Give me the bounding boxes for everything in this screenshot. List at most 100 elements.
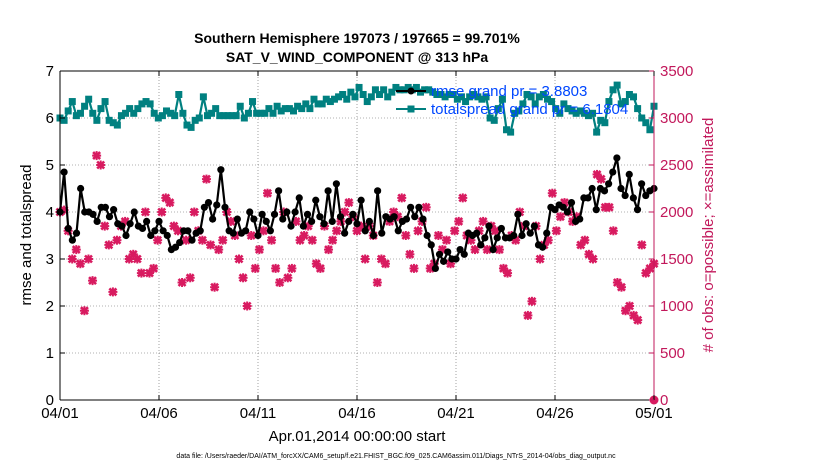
obs-point <box>409 263 419 273</box>
obs-point <box>262 188 272 198</box>
chart-title: Southern Hemisphere 197073 / 197665 = 99… <box>194 30 520 46</box>
rmse-point <box>369 231 378 240</box>
spread-point <box>253 109 261 117</box>
rmse-point <box>77 184 85 193</box>
rmse-point <box>221 203 229 211</box>
obs-point <box>372 278 382 287</box>
rmse-point <box>283 208 291 216</box>
chart-subtitle: SAT_V_WIND_COMPONENT @ 313 hPa <box>226 49 489 65</box>
rmse-point <box>72 229 81 237</box>
obs-point <box>185 273 195 283</box>
rmse-point <box>324 187 332 195</box>
obs-point <box>153 235 163 245</box>
obs-point <box>267 235 277 245</box>
spread-point <box>179 109 187 117</box>
spread-point <box>126 105 134 113</box>
legend-rmse-marker <box>407 87 415 95</box>
spread-point <box>560 100 568 108</box>
rmse-point <box>64 224 72 233</box>
rmse-point <box>415 203 423 211</box>
spread-point <box>290 107 298 115</box>
obs-point <box>177 278 187 287</box>
obs-point <box>454 216 464 226</box>
spread-point <box>203 112 211 120</box>
rmse-point <box>588 184 596 193</box>
obs-point <box>450 226 460 236</box>
spread-point <box>326 98 334 106</box>
obs-point <box>527 296 537 306</box>
spread-point <box>109 119 117 127</box>
rmse-point <box>592 206 600 214</box>
x-tick-label: 04/21 <box>437 405 475 422</box>
y-tick-label: 5 <box>46 157 54 174</box>
obs-point <box>608 226 618 236</box>
rmse-point <box>122 231 130 240</box>
obs-point <box>332 226 342 236</box>
obs-point <box>588 254 598 264</box>
spread-point <box>89 109 97 117</box>
spread-point <box>453 95 461 103</box>
rmse-point <box>510 231 518 240</box>
obs-point <box>67 254 77 264</box>
spread-point <box>228 112 236 120</box>
y-tick-label: 0 <box>46 392 54 409</box>
obs-point <box>523 310 533 320</box>
rmse-point <box>600 187 609 195</box>
spread-point <box>441 93 449 101</box>
rmse-point <box>559 203 567 211</box>
y-axis-label: rmse and totalspread <box>18 165 35 306</box>
rmse-point <box>291 208 299 216</box>
obs-point <box>490 226 500 236</box>
rmse-point <box>254 231 262 240</box>
rmse-series <box>56 154 658 272</box>
spread-point <box>507 128 515 136</box>
rmse-point <box>530 222 538 230</box>
x-tick-label: 04/16 <box>338 405 376 422</box>
spread-point <box>138 100 146 108</box>
rmse-point <box>176 238 184 247</box>
spread-point <box>613 81 621 89</box>
legend-spread-marker <box>407 105 415 113</box>
rmse-point <box>567 199 576 207</box>
spread-point <box>72 112 80 120</box>
rmse-point <box>303 210 312 218</box>
spread-point <box>216 112 224 120</box>
rmse-point <box>514 210 522 218</box>
rmse-point <box>279 215 287 223</box>
spread-point <box>351 93 359 101</box>
spread-point <box>363 98 371 106</box>
rmse-point <box>563 208 571 216</box>
rmse-point <box>633 206 642 214</box>
obs-point <box>405 249 415 259</box>
rmse-point <box>539 243 547 251</box>
spread-point <box>154 114 162 122</box>
rmse-point <box>460 250 468 258</box>
spread-point <box>314 100 322 108</box>
rmse-point <box>526 229 534 237</box>
spread-point <box>359 91 367 98</box>
spread-point <box>367 93 375 101</box>
rmse-point <box>147 231 155 240</box>
spread-point <box>277 107 285 115</box>
rmse-point <box>374 187 382 195</box>
y2-axis-label: # of obs: o=possible; ×=assimilated <box>700 118 717 353</box>
rmse-point <box>617 184 625 193</box>
spread-point <box>380 86 388 94</box>
y2-tick-label: 3000 <box>660 110 693 127</box>
obs-point <box>401 231 411 240</box>
obs-point <box>287 263 297 273</box>
rmse-point <box>68 236 76 244</box>
rmse-point <box>266 227 274 235</box>
spread-point <box>392 83 400 91</box>
spread-point <box>457 93 465 101</box>
rmse-point <box>258 210 266 218</box>
spread-point <box>445 91 453 98</box>
spread-point <box>318 100 326 108</box>
spread-point <box>199 93 207 101</box>
rmse-point <box>200 203 208 211</box>
obs-point <box>189 207 199 217</box>
rmse-point <box>576 215 584 223</box>
rmse-point <box>209 215 217 223</box>
obs-point <box>328 235 338 245</box>
